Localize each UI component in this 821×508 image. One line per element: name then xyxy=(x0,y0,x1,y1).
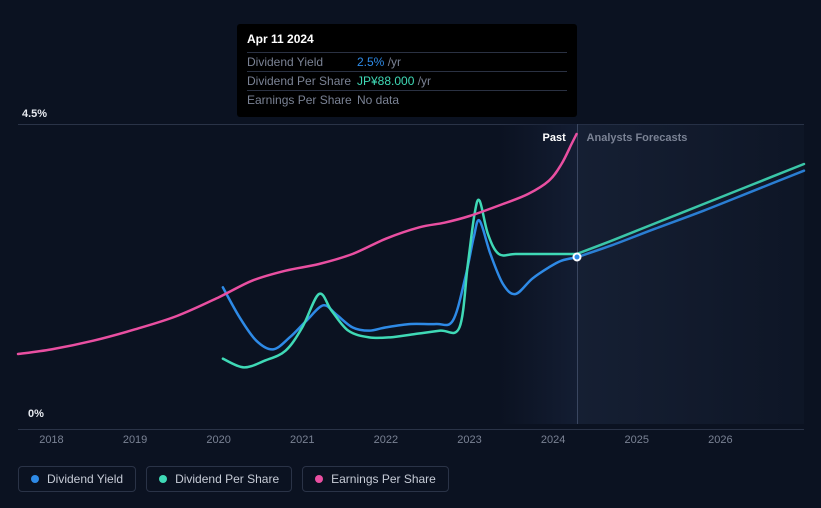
series-line-past xyxy=(223,200,577,368)
legend-item[interactable]: Dividend Yield xyxy=(18,466,136,492)
legend-label: Dividend Yield xyxy=(47,472,123,486)
x-axis-tick: 2025 xyxy=(625,434,649,446)
legend-dot-icon xyxy=(159,475,167,483)
tooltip-row-label: Dividend Per Share xyxy=(247,74,357,88)
series-line-past xyxy=(223,220,577,349)
tooltip-row-value: JP¥88.000 /yr xyxy=(357,74,431,88)
dividend-chart[interactable]: 4.5% 0% Past Analysts Forecasts 20182019… xyxy=(18,100,804,450)
legend-item[interactable]: Earnings Per Share xyxy=(302,466,449,492)
x-axis-tick: 2020 xyxy=(206,434,230,446)
chart-tooltip: Apr 11 2024 Dividend Yield2.5% /yrDivide… xyxy=(237,24,577,117)
x-axis-tick: 2026 xyxy=(708,434,732,446)
hover-marker xyxy=(572,253,581,262)
x-axis-tick: 2018 xyxy=(39,434,63,446)
tooltip-row: Dividend Yield2.5% /yr xyxy=(247,52,567,71)
x-axis: 2018 2019 2020 2021 2022 2023 2024 2025 2026 xyxy=(18,429,804,449)
x-axis-tick: 2024 xyxy=(541,434,565,446)
tooltip-row-label: Dividend Yield xyxy=(247,55,357,69)
series-line-forecast xyxy=(577,164,804,254)
tooltip-row: Earnings Per ShareNo data xyxy=(247,90,567,109)
plot-area[interactable]: Past Analysts Forecasts xyxy=(18,124,804,424)
legend-dot-icon xyxy=(315,475,323,483)
tooltip-row-value: No data xyxy=(357,93,399,107)
legend-label: Dividend Per Share xyxy=(175,472,279,486)
tooltip-row-label: Earnings Per Share xyxy=(247,93,357,107)
tooltip-date: Apr 11 2024 xyxy=(247,32,567,52)
chart-lines-svg xyxy=(18,124,804,424)
series-line-forecast xyxy=(577,171,804,258)
y-axis-max-label: 4.5% xyxy=(22,108,47,120)
tooltip-row-value: 2.5% /yr xyxy=(357,55,401,69)
legend-dot-icon xyxy=(31,475,39,483)
legend-label: Earnings Per Share xyxy=(331,472,436,486)
x-axis-tick: 2021 xyxy=(290,434,314,446)
tooltip-row: Dividend Per ShareJP¥88.000 /yr xyxy=(247,71,567,90)
x-axis-tick: 2022 xyxy=(374,434,398,446)
legend-item[interactable]: Dividend Per Share xyxy=(146,466,292,492)
x-axis-tick: 2019 xyxy=(123,434,147,446)
chart-legend: Dividend Yield Dividend Per Share Earnings… xyxy=(18,466,449,492)
x-axis-tick: 2023 xyxy=(457,434,481,446)
